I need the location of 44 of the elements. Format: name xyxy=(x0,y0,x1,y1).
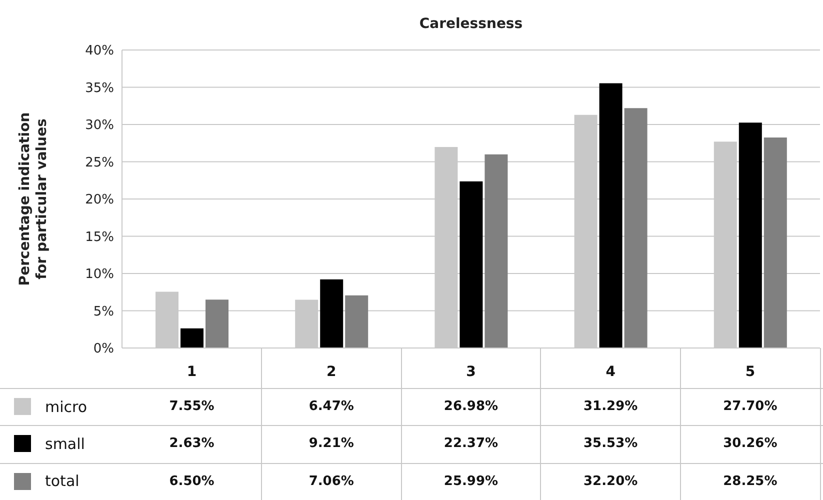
data-label: 30.26% xyxy=(722,435,778,454)
bar xyxy=(345,295,368,348)
x-tick-label: 5 xyxy=(745,364,756,380)
data-label: 2.63% xyxy=(168,435,216,454)
data-label: 26.98% xyxy=(442,398,500,416)
bar xyxy=(180,328,204,348)
data-label: 7.06% xyxy=(308,472,355,491)
bar xyxy=(764,138,787,348)
y-tick-label: 5% xyxy=(93,304,114,320)
bar xyxy=(738,122,762,348)
y-axis-title: Percentage indication for particular values xyxy=(17,111,51,288)
data-label: 9.21% xyxy=(308,435,355,454)
data-label: 22.37% xyxy=(442,435,500,454)
y-tick-label: 10% xyxy=(85,267,114,282)
data-label: 6.47% xyxy=(308,398,355,416)
data-label: 6.50% xyxy=(168,472,216,491)
bar xyxy=(460,181,483,348)
x-tick-label: 4 xyxy=(606,364,616,380)
y-tick-label: 30% xyxy=(85,118,114,134)
bar xyxy=(599,83,622,348)
y-tick-label: 20% xyxy=(85,192,114,208)
data-label: 27.70% xyxy=(722,398,778,416)
data-label: 35.53% xyxy=(582,435,639,454)
x-tick-label: 1 xyxy=(186,364,197,380)
legend-label: total xyxy=(45,472,80,490)
y-tick-label: 15% xyxy=(85,230,114,245)
legend-label: micro xyxy=(45,398,88,416)
legend-label: small xyxy=(45,434,85,453)
y-tick-label: 40% xyxy=(85,44,114,59)
data-label: 25.99% xyxy=(442,472,500,491)
y-tick-label: 25% xyxy=(85,155,114,170)
y-tick-label: 0% xyxy=(93,342,114,357)
x-tick-label: 2 xyxy=(326,364,336,380)
bar xyxy=(320,279,344,348)
data-label: 32.20% xyxy=(582,472,639,491)
y-tick-label: 35% xyxy=(85,80,114,96)
data-label: 31.29% xyxy=(582,398,639,416)
data-label: 7.55% xyxy=(168,398,216,416)
bar xyxy=(624,108,648,348)
chart-title: Carelessness xyxy=(418,16,524,32)
x-tick-label: 3 xyxy=(466,364,476,380)
bar xyxy=(484,154,508,348)
bar xyxy=(206,300,229,348)
data-label: 28.25% xyxy=(722,472,778,491)
